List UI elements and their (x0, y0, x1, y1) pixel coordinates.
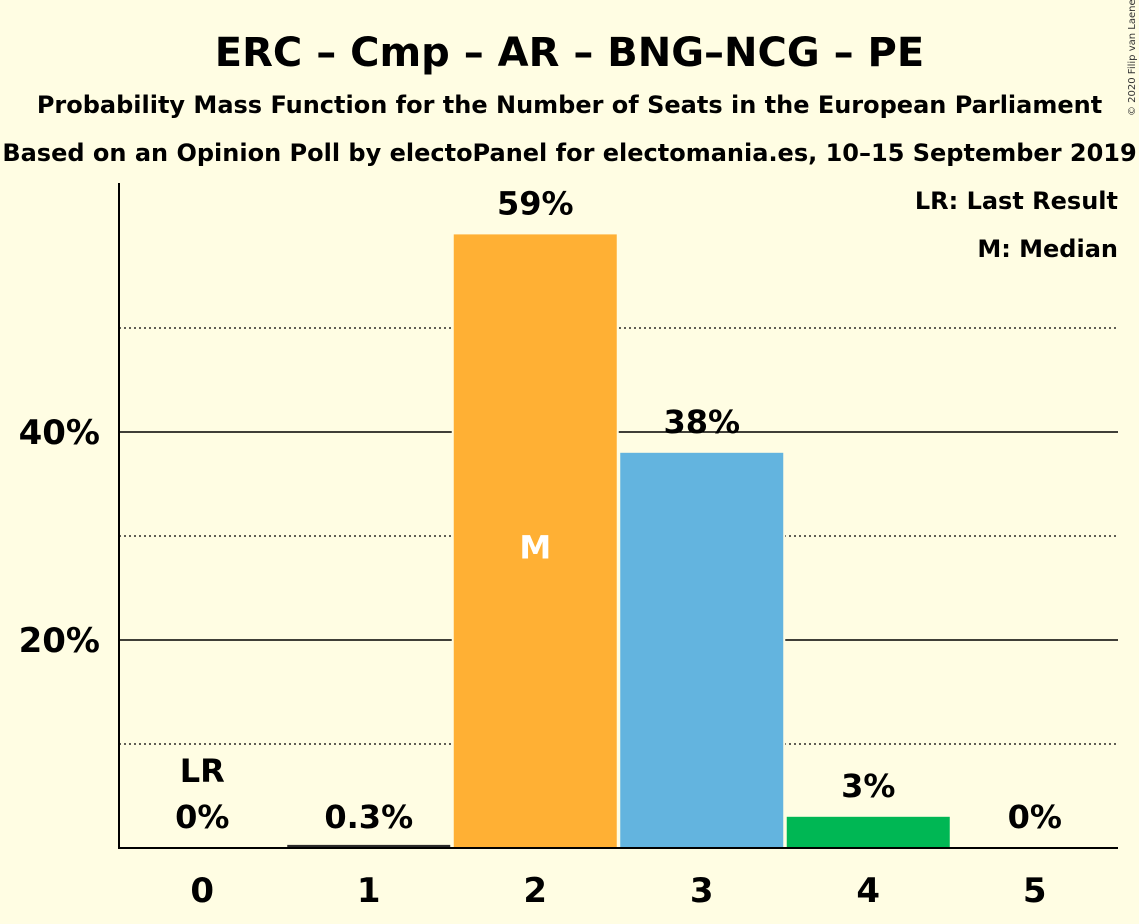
chart-title: ERC – Cmp – AR – BNG–NCG – PE (215, 30, 924, 76)
legend-last-result: LR: Last Result (915, 187, 1118, 215)
y-tick-label: 20% (19, 621, 100, 661)
data-labels: 0% LR 0.3% 59% M 38% 3% 0% (175, 184, 1062, 836)
data-label: 3% (841, 767, 895, 805)
x-tick-label: 2 (523, 871, 547, 911)
chart-subtitle-source: Based on an Opinion Poll by electoPanel … (2, 139, 1136, 167)
bar-seats-3 (620, 452, 784, 848)
bar-seats-4 (786, 816, 950, 848)
x-tick-label: 4 (856, 871, 880, 911)
data-label: 59% (497, 184, 574, 222)
legend-median: M: Median (977, 235, 1118, 263)
x-axis-ticks: 0 1 2 3 4 5 (190, 871, 1046, 911)
bars (285, 232, 952, 848)
data-label: 0% (1008, 798, 1062, 836)
bar-seats-1 (287, 844, 451, 848)
bar-seats-2 (453, 234, 617, 848)
x-tick-label: 3 (690, 871, 714, 911)
data-label: 38% (663, 403, 740, 441)
x-tick-label: 5 (1023, 871, 1047, 911)
data-label: 0.3% (324, 798, 413, 836)
x-tick-label: 0 (190, 871, 214, 911)
median-marker: M (519, 528, 551, 566)
last-result-marker: LR (180, 752, 225, 790)
y-axis-ticks: 20% 40% (19, 413, 100, 661)
copyright-notice: © 2020 Filip van Laenen (1127, 0, 1138, 116)
x-tick-label: 1 (357, 871, 381, 911)
chart-subtitle-method: Probability Mass Function for the Number… (37, 91, 1102, 119)
y-tick-label: 40% (19, 413, 100, 453)
data-label: 0% (175, 798, 229, 836)
